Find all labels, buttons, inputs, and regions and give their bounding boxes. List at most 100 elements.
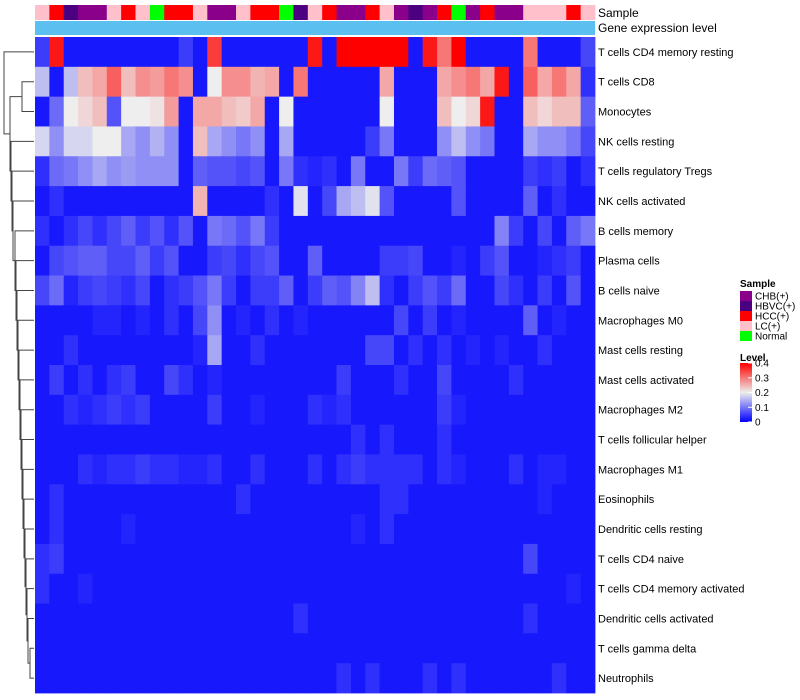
heatmap-cell: [293, 603, 309, 634]
heatmap-cell: [92, 603, 108, 634]
heatmap-cell: [480, 96, 495, 127]
heatmap-cell: [92, 543, 108, 575]
heatmap-cell: [523, 633, 538, 664]
heatmap-cell: [192, 394, 208, 426]
heatmap-cell: [35, 215, 50, 247]
sample-annotation-cell: [63, 5, 79, 20]
heatmap-cell: [393, 454, 409, 485]
heatmap-cell: [192, 424, 208, 455]
heatmap-cell: [135, 454, 151, 485]
gene-expression-track-label: Gene expression level: [598, 21, 717, 35]
heatmap-cell: [566, 66, 582, 98]
heatmap-cell: [264, 633, 280, 664]
heatmap-cell: [192, 126, 208, 157]
heatmap-cell: [236, 156, 251, 187]
heatmap-cell: [63, 424, 79, 455]
heatmap-cell: [322, 543, 337, 575]
heatmap-cell: [322, 156, 337, 187]
heatmap-cell: [106, 156, 122, 187]
heatmap-cell: [379, 215, 395, 247]
heatmap-cell: [451, 186, 467, 217]
heatmap-cell: [250, 424, 266, 455]
heatmap-cell: [480, 633, 495, 664]
heatmap-cell: [422, 335, 438, 366]
heatmap-cell: [537, 66, 553, 98]
heatmap-cell: [551, 335, 567, 366]
row-label: Macrophages M0: [598, 315, 683, 327]
heatmap-cell: [551, 186, 567, 217]
heatmap-cell: [279, 126, 294, 157]
heatmap-cell: [322, 215, 337, 247]
heatmap-cell: [494, 633, 510, 664]
heatmap-cell: [408, 96, 424, 127]
heatmap-cell: [465, 365, 481, 396]
heatmap-cell: [121, 186, 136, 217]
heatmap-cell: [408, 543, 424, 575]
heatmap-cell: [566, 454, 582, 485]
heatmap-cell: [537, 424, 553, 455]
heatmap-cell: [494, 305, 510, 336]
row-label: Mast cells resting: [598, 345, 683, 357]
heatmap-cell: [508, 275, 524, 306]
heatmap-cell: [350, 126, 366, 157]
heatmap-cell: [121, 96, 136, 127]
heatmap-cell: [264, 37, 280, 68]
heatmap-cell: [508, 66, 524, 98]
heatmap-cell: [379, 335, 395, 366]
heatmap-cell: [92, 514, 108, 545]
heatmap-cell: [508, 365, 524, 396]
heatmap-cell: [78, 484, 93, 515]
heatmap-cell: [322, 603, 337, 634]
heatmap-cell: [78, 96, 93, 127]
heatmap-cell: [221, 37, 237, 68]
heatmap-cell: [393, 484, 409, 515]
heatmap-cell: [250, 633, 266, 664]
row-labels: T cells CD4 memory resting T cells CD8 Mon…: [598, 47, 745, 685]
heatmap-cell: [336, 663, 352, 694]
heatmap-cell: [451, 365, 467, 396]
heatmap-cell: [293, 305, 309, 336]
heatmap-cell: [92, 573, 108, 604]
heatmap-cell: [78, 305, 93, 336]
heatmap-cell: [279, 663, 294, 694]
heatmap-cell: [322, 365, 337, 396]
heatmap-cell: [480, 663, 495, 694]
heatmap-cell: [135, 186, 151, 217]
heatmap-cell: [508, 37, 524, 68]
heatmap-cell: [149, 663, 165, 694]
heatmap-cell: [49, 633, 65, 664]
heatmap-cell: [393, 514, 409, 545]
heatmap-cell: [78, 573, 93, 604]
heatmap-cell: [350, 156, 366, 187]
heatmap-cell: [365, 66, 381, 98]
heatmap-cell: [192, 96, 208, 127]
heatmap-cell: [551, 394, 567, 426]
heatmap-cell: [307, 215, 323, 247]
heatmap-cell: [164, 573, 179, 604]
heatmap-cell: [164, 484, 179, 515]
heatmap-cell: [135, 305, 151, 336]
heatmap-cell: [465, 245, 481, 276]
heatmap-cell: [408, 424, 424, 455]
sample-legend-label: HBVC(+): [755, 302, 795, 313]
heatmap-cell: [365, 335, 381, 366]
heatmap-cell: [192, 543, 208, 575]
heatmap-cell: [307, 186, 323, 217]
heatmap-cell: [494, 215, 510, 247]
heatmap-cell: [221, 215, 237, 247]
heatmap-cell: [322, 484, 337, 515]
heatmap-cell: [336, 96, 352, 127]
heatmap-cell: [537, 245, 553, 276]
heatmap-cell: [379, 573, 395, 604]
heatmap-cell: [494, 573, 510, 604]
heatmap-cell: [149, 484, 165, 515]
heatmap-cell: [422, 156, 438, 187]
heatmap-cell: [365, 603, 381, 634]
heatmap-cell: [551, 245, 567, 276]
heatmap-cell: [279, 454, 294, 485]
heatmap-cell: [523, 245, 538, 276]
heatmap-cell: [523, 424, 538, 455]
heatmap-cell: [293, 573, 309, 604]
heatmap-cell: [566, 514, 582, 545]
heatmap-cell: [494, 543, 510, 575]
